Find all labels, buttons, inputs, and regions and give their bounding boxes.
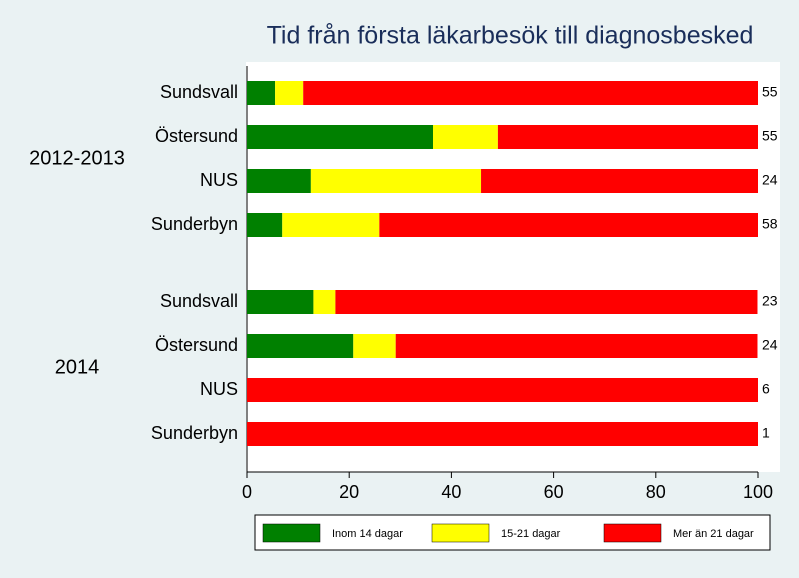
- category-label: NUS: [200, 379, 238, 399]
- n-label: 6: [762, 381, 770, 397]
- bar-segment: [247, 81, 276, 105]
- bar-segment: [303, 81, 758, 105]
- chart-title: Tid från första läkarbesök till diagnosb…: [267, 22, 754, 50]
- legend-swatch: [603, 523, 662, 543]
- x-tick-label: 100: [743, 482, 773, 502]
- bar-segment: [247, 125, 434, 149]
- bar-segment: [247, 378, 758, 402]
- category-label: Sunderbyn: [151, 423, 238, 443]
- bar-segment: [379, 213, 758, 237]
- bar-segment: [313, 290, 336, 314]
- bar-segment: [282, 213, 380, 237]
- n-label: 1: [762, 425, 770, 441]
- bar-segment: [497, 125, 758, 149]
- bar-segment: [247, 169, 311, 193]
- n-label: 58: [762, 216, 778, 232]
- n-label: 55: [762, 128, 778, 144]
- category-label: NUS: [200, 170, 238, 190]
- bar-segment: [310, 169, 482, 193]
- bar-segment: [481, 169, 758, 193]
- bar-segment: [275, 81, 304, 105]
- legend-swatch: [431, 523, 490, 543]
- n-label: 24: [762, 337, 778, 353]
- bar-segment: [247, 422, 758, 446]
- category-label: Sundsvall: [160, 82, 238, 102]
- bar-segment: [335, 290, 758, 314]
- category-label: Sunderbyn: [151, 214, 238, 234]
- bar-segment: [433, 125, 498, 149]
- n-label: 23: [762, 293, 778, 309]
- bar-segment: [247, 290, 314, 314]
- legend-swatch: [262, 523, 321, 543]
- category-label: Östersund: [155, 126, 238, 146]
- legend-label: Inom 14 dagar: [332, 528, 403, 540]
- legend-label: 15-21 dagar: [501, 528, 561, 540]
- category-label: Östersund: [155, 335, 238, 355]
- n-label: 24: [762, 172, 778, 188]
- group-label: 2014: [55, 356, 100, 378]
- legend-label: Mer än 21 dagar: [673, 528, 754, 540]
- category-label: Sundsvall: [160, 291, 238, 311]
- group-label: 2012-2013: [29, 147, 125, 169]
- bar-segment: [353, 334, 396, 358]
- n-label: 55: [762, 84, 778, 100]
- plot-area: [246, 62, 780, 472]
- bar-segment: [247, 213, 283, 237]
- x-tick-label: 40: [441, 482, 461, 502]
- bar-segment: [395, 334, 758, 358]
- x-tick-label: 20: [339, 482, 359, 502]
- x-tick-label: 60: [544, 482, 564, 502]
- legend: [254, 514, 771, 551]
- bar-segment: [247, 334, 354, 358]
- x-tick-label: 0: [242, 482, 252, 502]
- x-tick-label: 80: [646, 482, 666, 502]
